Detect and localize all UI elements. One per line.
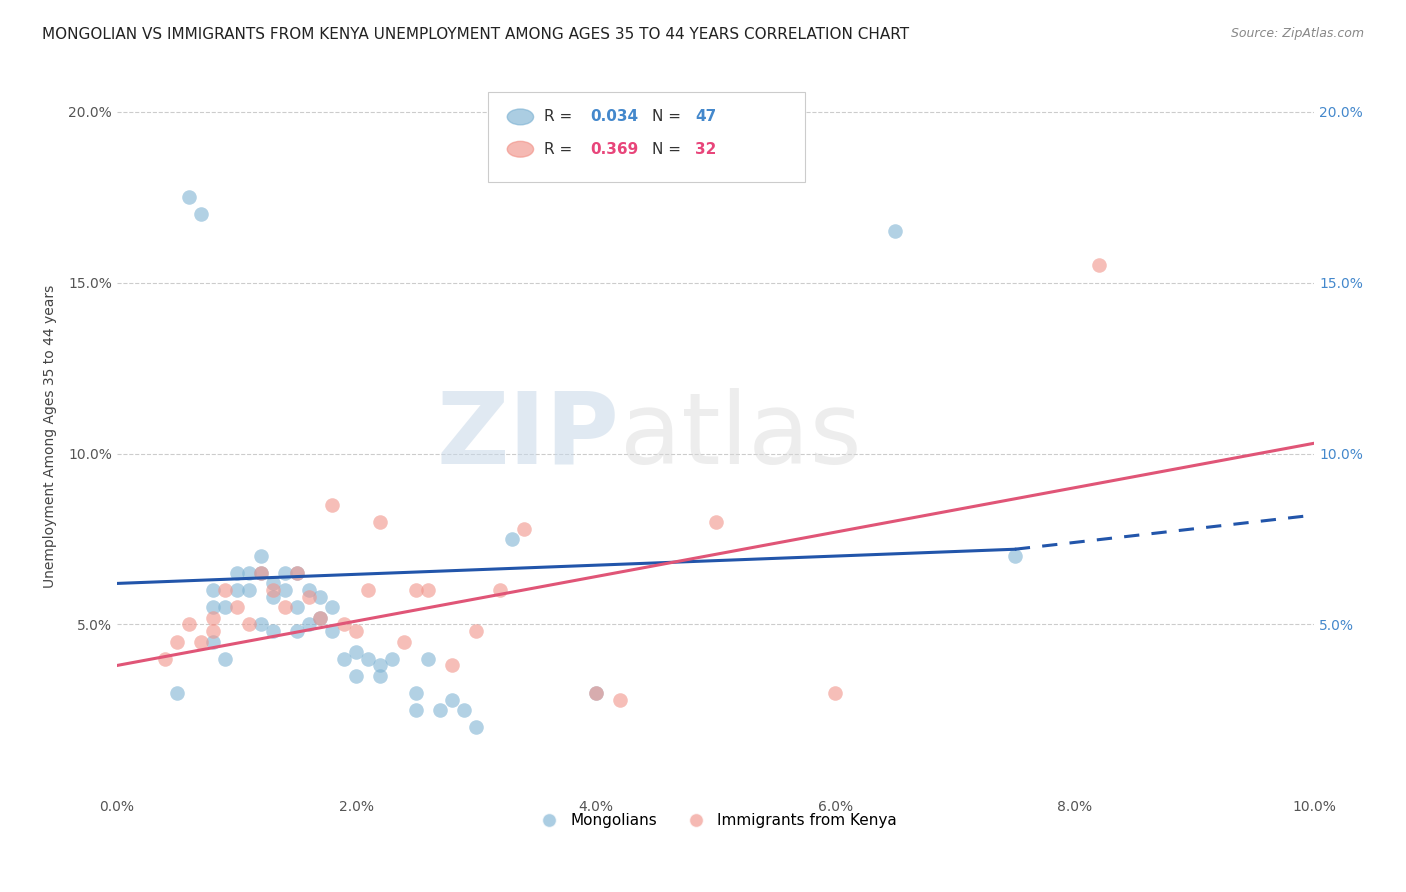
Point: [321, 600, 343, 615]
Point: [201, 600, 224, 615]
Point: [177, 617, 200, 632]
Point: [225, 600, 247, 615]
Point: [214, 651, 236, 665]
Text: 32: 32: [695, 142, 717, 157]
Point: [285, 566, 308, 581]
Point: [381, 651, 404, 665]
Point: [370, 658, 392, 673]
Point: [177, 190, 200, 204]
Text: Source: ZipAtlas.com: Source: ZipAtlas.com: [1230, 27, 1364, 40]
Text: R =: R =: [544, 142, 578, 157]
Point: [333, 617, 356, 632]
Point: [1004, 549, 1026, 563]
Point: [309, 610, 332, 624]
Text: 47: 47: [695, 110, 717, 124]
Point: [441, 692, 464, 706]
Point: [429, 703, 451, 717]
Point: [370, 515, 392, 529]
Point: [297, 617, 319, 632]
Text: MONGOLIAN VS IMMIGRANTS FROM KENYA UNEMPLOYMENT AMONG AGES 35 TO 44 YEARS CORREL: MONGOLIAN VS IMMIGRANTS FROM KENYA UNEMP…: [42, 27, 910, 42]
Point: [201, 634, 224, 648]
Point: [405, 703, 427, 717]
Point: [441, 658, 464, 673]
Text: R =: R =: [544, 110, 578, 124]
Point: [201, 583, 224, 598]
Point: [394, 634, 416, 648]
Point: [153, 651, 176, 665]
Circle shape: [508, 109, 534, 125]
Point: [585, 686, 607, 700]
Point: [249, 549, 271, 563]
Point: [453, 703, 475, 717]
Point: [238, 566, 260, 581]
Point: [262, 583, 284, 598]
Point: [262, 576, 284, 591]
Point: [285, 624, 308, 639]
Point: [501, 532, 523, 546]
Point: [297, 583, 319, 598]
Point: [249, 566, 271, 581]
Y-axis label: Unemployment Among Ages 35 to 44 years: Unemployment Among Ages 35 to 44 years: [44, 285, 58, 588]
Point: [297, 590, 319, 604]
Point: [344, 645, 367, 659]
Point: [489, 583, 512, 598]
Point: [201, 624, 224, 639]
Point: [273, 583, 295, 598]
Text: 0.369: 0.369: [591, 142, 638, 157]
Point: [418, 651, 440, 665]
Point: [262, 624, 284, 639]
Point: [285, 600, 308, 615]
Point: [273, 566, 295, 581]
Point: [273, 600, 295, 615]
Point: [249, 566, 271, 581]
Point: [214, 583, 236, 598]
Point: [609, 692, 631, 706]
Point: [321, 624, 343, 639]
Point: [166, 686, 188, 700]
Point: [370, 669, 392, 683]
Point: [249, 617, 271, 632]
Point: [309, 590, 332, 604]
Point: [357, 583, 380, 598]
Text: ZIP: ZIP: [437, 388, 620, 485]
Point: [513, 522, 536, 536]
Point: [824, 686, 846, 700]
Point: [225, 583, 247, 598]
Point: [321, 498, 343, 512]
Text: N =: N =: [652, 110, 686, 124]
Text: N =: N =: [652, 142, 686, 157]
Point: [465, 624, 488, 639]
FancyBboxPatch shape: [488, 92, 806, 182]
Point: [704, 515, 727, 529]
Point: [285, 566, 308, 581]
Point: [465, 720, 488, 734]
Point: [884, 224, 907, 238]
Point: [225, 566, 247, 581]
Point: [238, 617, 260, 632]
Point: [418, 583, 440, 598]
Point: [309, 610, 332, 624]
Point: [238, 583, 260, 598]
Point: [166, 634, 188, 648]
Point: [357, 651, 380, 665]
Point: [333, 651, 356, 665]
Point: [1087, 259, 1109, 273]
Point: [190, 634, 212, 648]
Text: 0.034: 0.034: [591, 110, 638, 124]
Legend: Mongolians, Immigrants from Kenya: Mongolians, Immigrants from Kenya: [529, 807, 903, 834]
Point: [262, 590, 284, 604]
Point: [201, 610, 224, 624]
Point: [585, 686, 607, 700]
Point: [344, 624, 367, 639]
Point: [344, 669, 367, 683]
Point: [405, 583, 427, 598]
Text: atlas: atlas: [620, 388, 862, 485]
Point: [214, 600, 236, 615]
Circle shape: [508, 141, 534, 157]
Point: [405, 686, 427, 700]
Point: [190, 207, 212, 221]
